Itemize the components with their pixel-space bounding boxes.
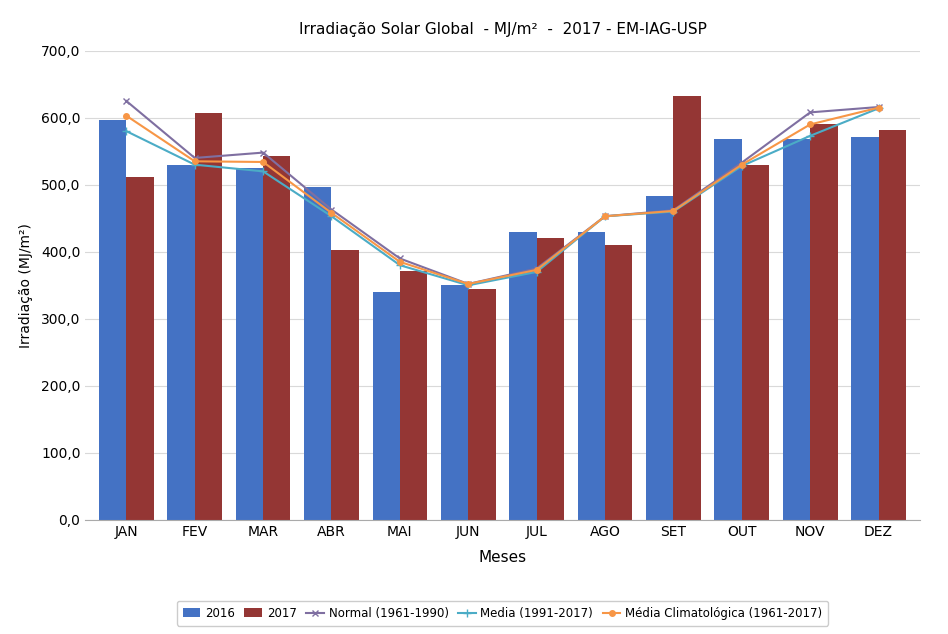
Média Climatológica (1961-2017) [258,158,269,165]
Média Climatológica (1961-2017) [873,104,884,112]
Line: Normal (1961-1990): Normal (1961-1990) [123,98,882,287]
Bar [537,238,564,520]
Bar [99,120,126,520]
Bar [236,168,264,520]
Line: Média Climatológica (1961-2017): Média Climatológica (1961-2017) [123,105,882,287]
Média Climatológica (1961-2017) [736,161,747,169]
Média Climatológica (1961-2017) [667,207,679,215]
Normal (1961-1990) [873,103,884,111]
Normal (1961-1990) [667,207,679,214]
Normal (1961-1990) [736,159,747,167]
Média Climatológica (1961-2017) [599,212,611,220]
Bar [194,113,222,520]
Media (1991-2017) [531,268,542,276]
Bar [783,139,811,520]
Media (1991-2017) [873,105,884,112]
Normal (1961-1990) [189,154,200,162]
Normal (1961-1990) [120,97,132,105]
Bar [509,231,537,520]
Bar [126,177,154,520]
Bar [264,156,290,520]
Bar [605,245,632,520]
Bar [468,288,496,520]
Media (1991-2017) [189,161,200,169]
Title: Irradiação Solar Global  - MJ/m²  -  2017 - EM-IAG-USP: Irradiação Solar Global - MJ/m² - 2017 -… [299,22,706,37]
Normal (1961-1990) [599,212,611,220]
Média Climatológica (1961-2017) [394,258,406,266]
Media (1991-2017) [463,281,474,289]
Média Climatológica (1961-2017) [463,280,474,288]
Normal (1961-1990) [463,280,474,288]
Media (1991-2017) [599,212,611,220]
Media (1991-2017) [394,261,406,269]
Y-axis label: Irradiação (MJ/m²): Irradiação (MJ/m²) [19,223,32,347]
Média Climatológica (1961-2017) [120,112,132,120]
Media (1991-2017) [258,167,269,175]
Line: Media (1991-2017): Media (1991-2017) [122,104,883,290]
Bar [811,124,837,520]
Média Climatológica (1961-2017) [805,120,816,128]
Normal (1961-1990) [531,265,542,273]
Media (1991-2017) [326,212,337,220]
Legend: 2016, 2017, Normal (1961-1990), Media (1991-2017), Média Climatológica (1961-201: 2016, 2017, Normal (1961-1990), Media (1… [176,601,829,626]
Media (1991-2017) [667,208,679,216]
Média Climatológica (1961-2017) [531,266,542,274]
Bar [673,96,701,520]
Bar [373,292,400,520]
Bar [715,139,741,520]
Media (1991-2017) [120,127,132,135]
Média Climatológica (1961-2017) [189,157,200,165]
Bar [441,285,468,520]
Bar [851,136,879,520]
X-axis label: Meses: Meses [479,550,526,565]
Bar [332,250,359,520]
Bar [400,271,428,520]
Bar [879,130,906,520]
Media (1991-2017) [805,132,816,139]
Bar [577,231,605,520]
Bar [741,165,769,520]
Normal (1961-1990) [805,108,816,116]
Bar [168,165,194,520]
Média Climatológica (1961-2017) [326,209,337,217]
Normal (1961-1990) [394,255,406,262]
Bar [646,196,673,520]
Bar [304,187,332,520]
Media (1991-2017) [736,162,747,170]
Normal (1961-1990) [258,149,269,157]
Normal (1961-1990) [326,206,337,214]
